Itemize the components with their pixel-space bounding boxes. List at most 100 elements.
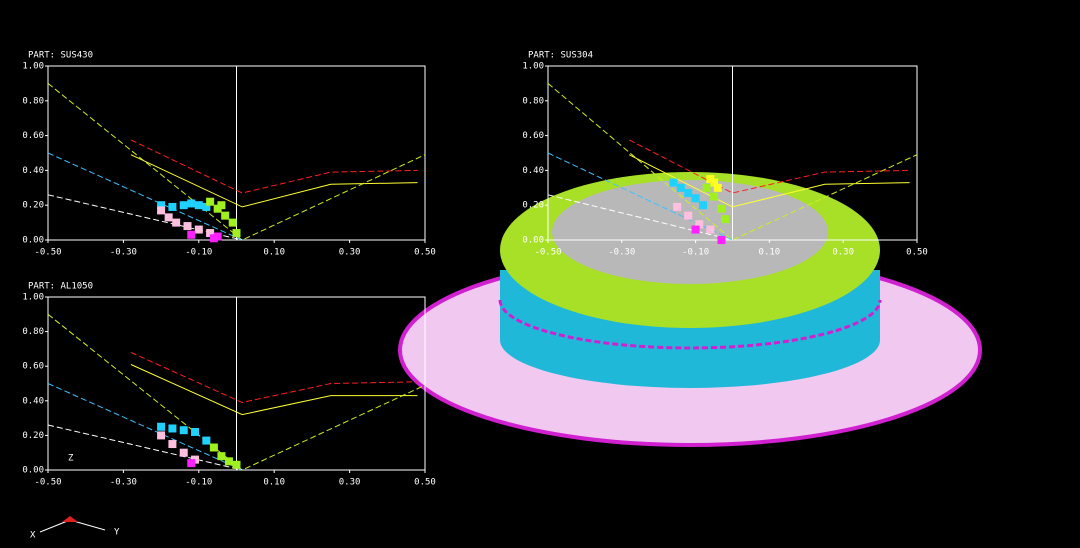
y-tick-label: 0.80 bbox=[522, 96, 544, 106]
strain-point bbox=[157, 201, 166, 210]
triad-y-label: Y bbox=[114, 528, 120, 538]
limit-line bbox=[628, 154, 910, 208]
strain-point bbox=[209, 443, 218, 452]
strain-point bbox=[232, 460, 241, 469]
strain-point bbox=[217, 201, 226, 210]
limit-line bbox=[130, 139, 418, 194]
x-tick-label: 0.50 bbox=[906, 248, 928, 258]
strain-point bbox=[721, 215, 730, 224]
forming-limit-chart: PART: SUS430 -0.50 -0.30 -0.10 0.10 0.30 0.50 0… bbox=[22, 51, 436, 258]
x-tick-label: 0.50 bbox=[414, 478, 436, 488]
strain-point bbox=[194, 225, 203, 234]
strain-point bbox=[698, 201, 707, 210]
forming-limit-chart: PART: SUS304 -0.50 -0.30 -0.10 0.10 0.30 0.50 0… bbox=[522, 51, 928, 258]
chart-title: PART: AL1050 bbox=[28, 282, 93, 292]
strain-point bbox=[717, 236, 726, 244]
y-tick-label: 0.60 bbox=[22, 362, 44, 372]
x-tick-label: 0.30 bbox=[339, 248, 361, 258]
limit-line bbox=[628, 139, 910, 194]
strain-point bbox=[676, 183, 685, 192]
strain-point bbox=[202, 202, 211, 211]
limit-line bbox=[547, 152, 733, 241]
strain-point bbox=[673, 202, 682, 211]
x-tick-label: -0.10 bbox=[185, 478, 212, 488]
strain-point bbox=[172, 218, 181, 227]
strain-point bbox=[695, 220, 704, 229]
x-tick-label: 0.50 bbox=[414, 248, 436, 258]
triad-x-label: X bbox=[30, 531, 36, 541]
y-tick-label: 1.00 bbox=[522, 62, 544, 72]
strain-point bbox=[206, 229, 215, 238]
x-tick-label: 0.30 bbox=[339, 478, 361, 488]
strain-point bbox=[179, 201, 188, 210]
y-tick-label: 0.00 bbox=[22, 236, 44, 246]
y-tick-label: 0.00 bbox=[22, 466, 44, 476]
strain-point bbox=[179, 426, 188, 435]
strain-point bbox=[228, 218, 237, 227]
strain-point bbox=[206, 197, 215, 206]
x-tick-label: -0.10 bbox=[185, 248, 212, 258]
x-tick-label: 0.10 bbox=[263, 478, 285, 488]
x-tick-label: -0.50 bbox=[534, 248, 561, 258]
limit-line bbox=[547, 194, 733, 241]
y-tick-label: 0.40 bbox=[522, 166, 544, 176]
strain-point bbox=[213, 232, 222, 241]
strain-point bbox=[164, 213, 173, 222]
x-tick-label: -0.30 bbox=[110, 478, 137, 488]
strain-point bbox=[232, 229, 241, 238]
strain-point bbox=[710, 192, 719, 201]
y-tick-label: 0.00 bbox=[522, 236, 544, 246]
y-tick-label: 0.80 bbox=[22, 327, 44, 337]
strain-point bbox=[706, 175, 715, 184]
strain-point bbox=[168, 202, 177, 211]
strain-point bbox=[179, 448, 188, 457]
wall-line bbox=[498, 299, 882, 350]
x-tick-label: 0.10 bbox=[759, 248, 781, 258]
strain-point bbox=[217, 452, 226, 461]
limit-line bbox=[130, 154, 418, 208]
strain-point bbox=[706, 225, 715, 234]
strain-point bbox=[191, 427, 200, 436]
triad-cone bbox=[62, 516, 78, 522]
x-tick-label: 0.30 bbox=[832, 248, 854, 258]
y-tick-label: 0.40 bbox=[22, 396, 44, 406]
strain-point bbox=[157, 206, 166, 215]
strain-point bbox=[187, 459, 196, 468]
y-tick-label: 1.00 bbox=[22, 62, 44, 72]
x-tick-label: -0.30 bbox=[110, 248, 137, 258]
strain-point bbox=[713, 183, 722, 192]
limit-line bbox=[130, 364, 418, 416]
x-tick-label: 0.10 bbox=[263, 248, 285, 258]
annotation: Z bbox=[68, 454, 74, 464]
strain-point bbox=[702, 183, 711, 192]
limit-line bbox=[130, 351, 418, 404]
strain-point bbox=[187, 230, 196, 239]
strain-point bbox=[717, 204, 726, 213]
x-tick-label: -0.50 bbox=[34, 478, 61, 488]
x-tick-label: -0.10 bbox=[682, 248, 709, 258]
top-face bbox=[552, 180, 828, 284]
chart-title: PART: SUS304 bbox=[528, 51, 593, 61]
chart-title: PART: SUS430 bbox=[28, 51, 93, 61]
strain-point bbox=[669, 178, 678, 187]
strain-point bbox=[157, 431, 166, 440]
strain-point bbox=[221, 211, 230, 220]
strain-point bbox=[168, 424, 177, 433]
strain-point bbox=[684, 211, 693, 220]
forming-limit-chart: PART: AL1050 Z -0.50 -0.30 -0.10 0.10 0.30 0.50… bbox=[22, 282, 436, 488]
y-tick-label: 1.00 bbox=[22, 293, 44, 303]
strain-point bbox=[691, 194, 700, 203]
y-tick-label: 0.40 bbox=[22, 166, 44, 176]
x-tick-label: -0.50 bbox=[34, 248, 61, 258]
triad: X Y bbox=[30, 516, 120, 541]
strain-point bbox=[157, 422, 166, 431]
strain-point bbox=[691, 225, 700, 234]
strain-point bbox=[224, 457, 233, 466]
strain-point bbox=[183, 222, 192, 231]
y-tick-label: 0.20 bbox=[22, 431, 44, 441]
strain-point bbox=[202, 436, 211, 445]
y-tick-label: 0.60 bbox=[22, 131, 44, 141]
strain-point bbox=[187, 199, 196, 208]
